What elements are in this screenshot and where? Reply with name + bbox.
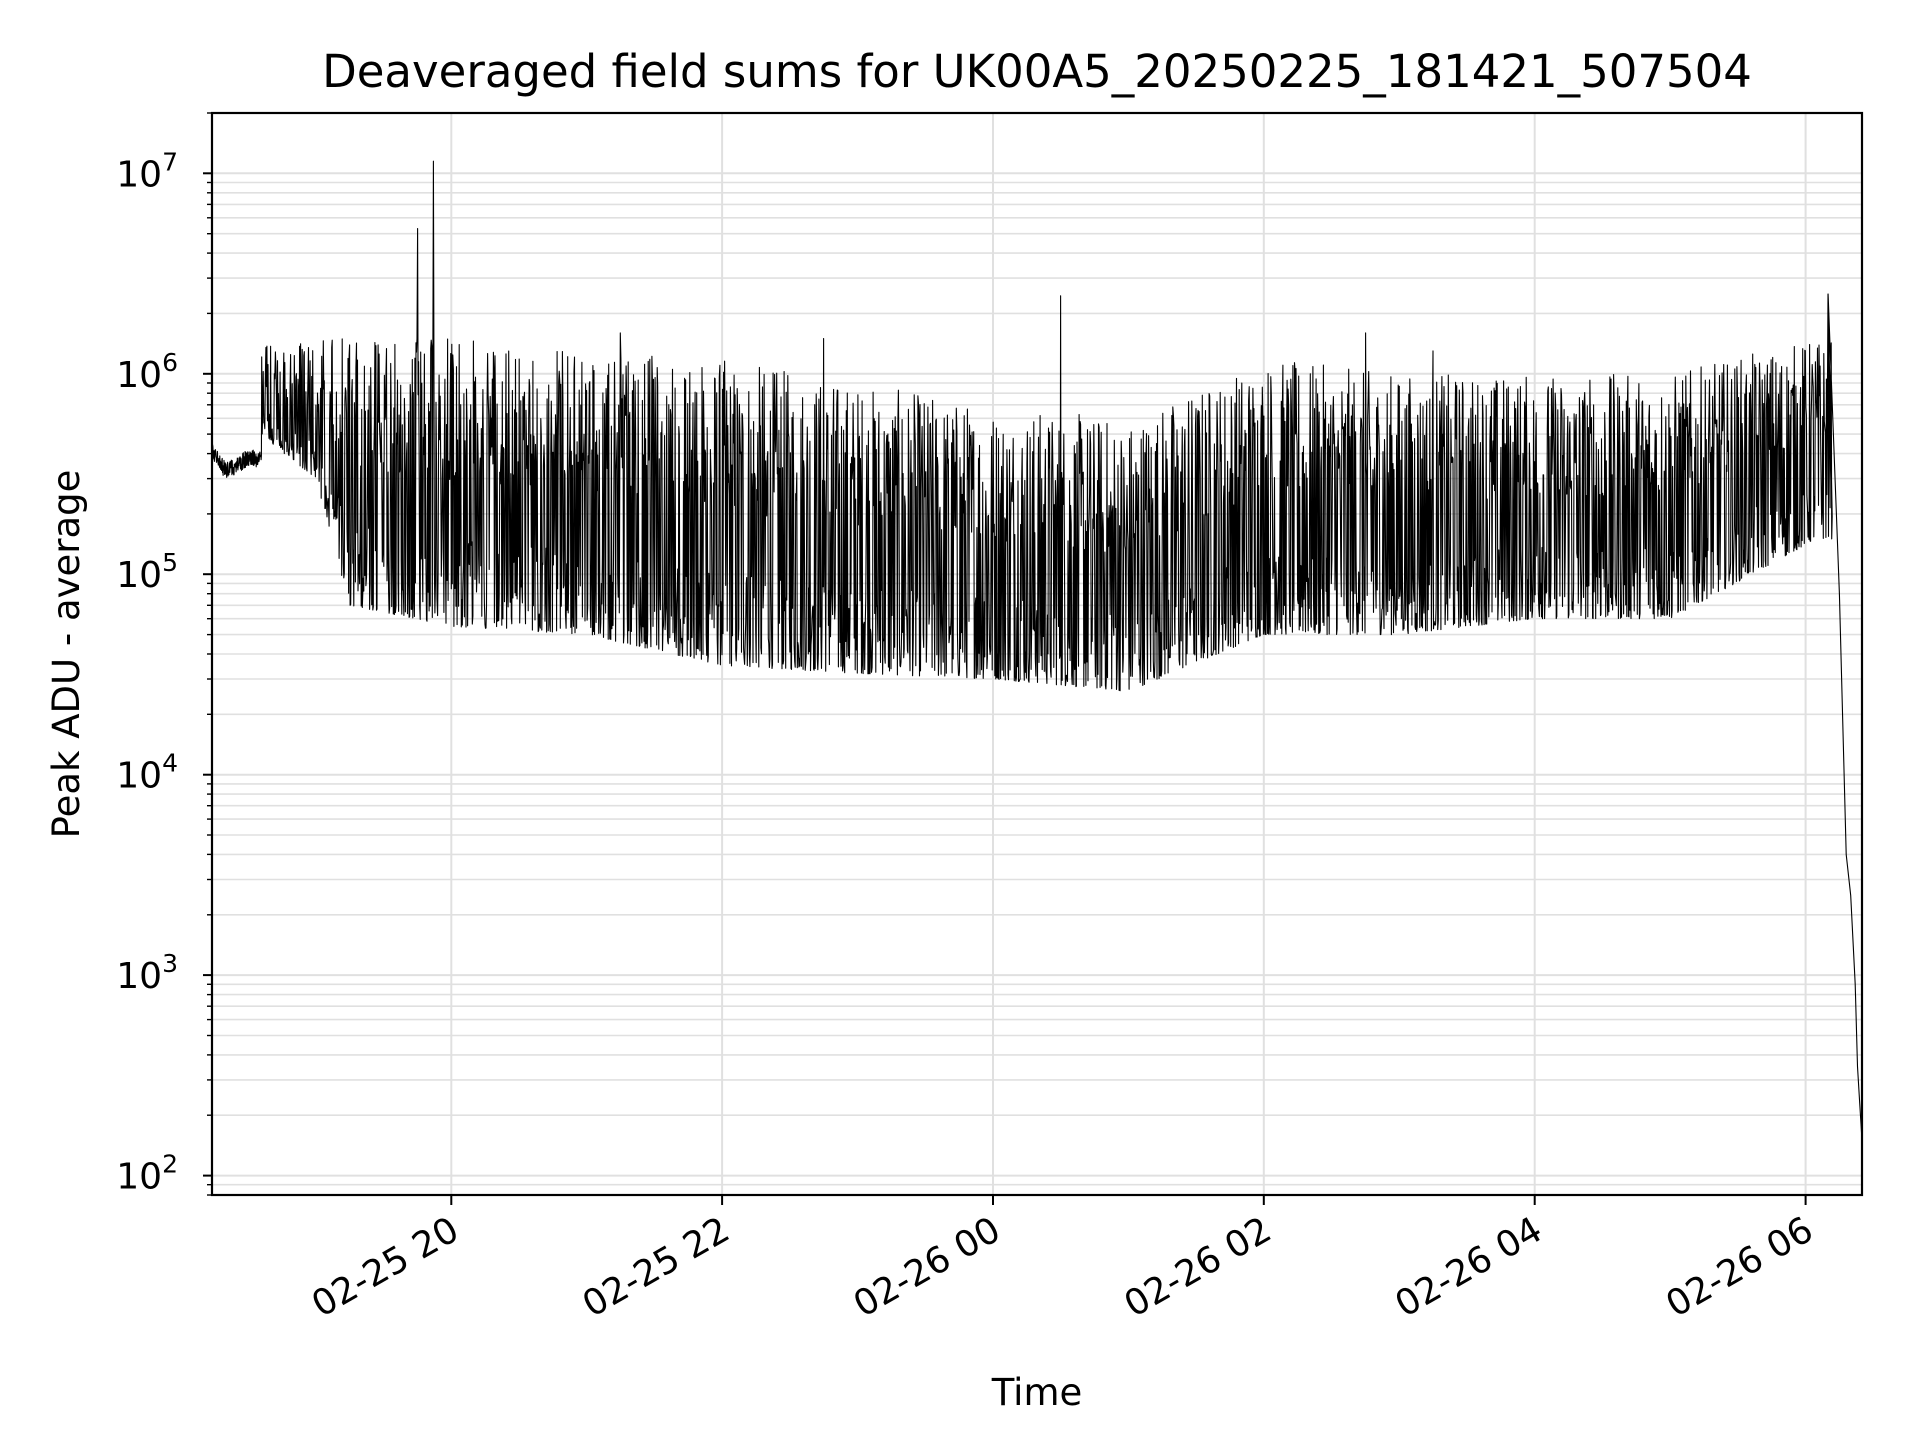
x-tick-label: 02-26 02 [1118, 1209, 1279, 1325]
data-layer [211, 160, 1863, 1141]
series-line [211, 160, 1863, 1141]
x-axis-label: Time [991, 1371, 1083, 1414]
x-tick-label: 02-26 04 [1389, 1209, 1550, 1325]
y-axis-label: Peak ADU - average [45, 470, 88, 839]
x-tick-label: 02-26 06 [1659, 1209, 1820, 1325]
y-tick-label: 106 [116, 348, 178, 396]
y-tick-label: 103 [116, 949, 178, 997]
tick-layer: 102 103 104 105 106 107 02-25 20 02-25 22 02-26 … [116, 112, 1820, 1326]
y-tick-label: 105 [116, 548, 178, 596]
y-tick-label: 104 [116, 749, 178, 797]
y-tick-label: 107 [116, 147, 178, 195]
chart-title: Deaveraged field sums for UK00A5_2025022… [322, 45, 1752, 98]
x-tick-label: 02-25 22 [576, 1209, 737, 1325]
x-tick-label: 02-25 20 [305, 1209, 466, 1325]
y-tick-label: 102 [116, 1150, 178, 1198]
x-tick-label: 02-26 00 [847, 1209, 1008, 1325]
